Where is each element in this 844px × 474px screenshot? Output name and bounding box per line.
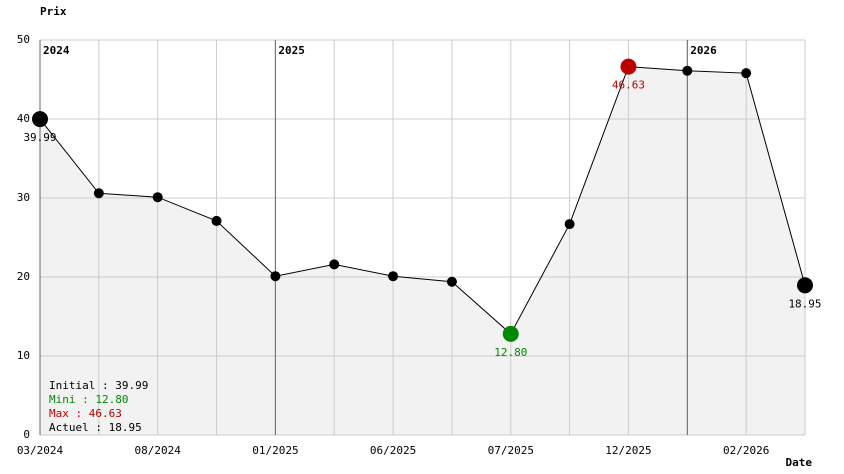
x-tick-label: 01/2025	[252, 444, 298, 457]
y-axis-label: Prix	[40, 5, 67, 18]
point	[682, 65, 693, 76]
value-label: 12.80	[494, 346, 527, 359]
point	[329, 259, 340, 270]
y-tick-label: 50	[17, 33, 30, 46]
point	[93, 188, 104, 199]
point	[502, 325, 519, 342]
point	[741, 68, 752, 79]
value-label: 39.99	[23, 131, 56, 144]
point	[446, 276, 457, 287]
y-tick-label: 40	[17, 112, 30, 125]
value-label: 46.63	[612, 79, 645, 92]
point	[152, 192, 163, 203]
x-tick-label: 03/2024	[17, 444, 64, 457]
y-tick-label: 0	[23, 428, 30, 441]
point	[797, 277, 813, 294]
x-tick-label: 08/2024	[135, 444, 182, 457]
summary-line: Max : 46.63	[49, 407, 122, 420]
value-label: 18.95	[788, 297, 821, 310]
y-tick-label: 10	[17, 349, 30, 362]
year-label: 2026	[690, 44, 717, 57]
point	[564, 219, 575, 230]
summary-line: Mini : 12.80	[49, 393, 128, 406]
summary-line: Actuel : 18.95	[49, 421, 142, 434]
point	[32, 111, 48, 128]
summary-line: Initial : 39.99	[49, 379, 148, 392]
y-tick-label: 20	[17, 270, 30, 283]
line	[39, 66, 806, 335]
year-label: 2025	[278, 44, 305, 57]
year-label: 2024	[43, 44, 70, 57]
point	[620, 58, 637, 75]
x-tick-label: 02/2026	[723, 444, 769, 457]
x-tick-label: 07/2025	[488, 444, 534, 457]
point	[270, 271, 281, 282]
point	[211, 215, 222, 226]
point	[388, 271, 399, 282]
x-tick-label: 06/2025	[370, 444, 416, 457]
area	[40, 66, 805, 436]
y-tick-label: 30	[17, 191, 30, 204]
x-axis-label: Date	[786, 456, 813, 469]
x-tick-label: 12/2025	[605, 444, 651, 457]
